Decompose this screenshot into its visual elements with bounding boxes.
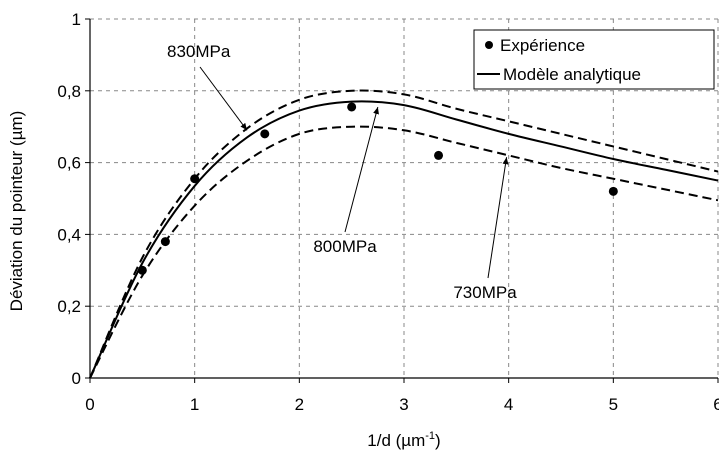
x-axis-label-main: 1/d (µm (367, 431, 425, 450)
x-axis-label-superscript: -1 (425, 430, 435, 442)
annotations: 830MPa 800MPa 730MPa (167, 42, 517, 302)
grid (90, 18, 719, 378)
experience-point-0 (137, 265, 147, 275)
dashed-curve-2 (89, 89, 719, 379)
x-axis-label-close: ) (435, 431, 441, 450)
legend-label-model: Modèle analytique (503, 65, 641, 84)
series-group (89, 89, 719, 379)
experience-point-6 (608, 186, 618, 196)
annotation-label-2: 730MPa (453, 283, 517, 302)
experience-point-1 (160, 237, 170, 247)
legend: Expérience Modèle analytique (473, 29, 715, 90)
axes: 0 0,2 0,4 0,6 0,8 1 0 1 2 3 4 5 6 (57, 10, 719, 414)
annotation-arrow-0 (199, 66, 248, 131)
model-curve-1 (89, 100, 719, 379)
experience-point-4 (347, 102, 357, 112)
dashed-curve-3 (89, 125, 719, 379)
y-tick-label-1: 0,2 (57, 297, 81, 316)
x-tick-label-4: 4 (504, 395, 513, 414)
x-tick-label-6: 6 (713, 395, 719, 414)
y-axis-label: Déviation du pointeur (µm) (7, 111, 26, 312)
x-tick-label-1: 1 (190, 395, 199, 414)
legend-label-experience: Expérience (500, 36, 585, 55)
experience-point-2 (190, 174, 200, 184)
experience-point-5 (434, 150, 444, 160)
x-tick-label-3: 3 (399, 395, 408, 414)
annotation-label-1: 800MPa (313, 237, 377, 256)
y-tick-label-5: 1 (72, 10, 81, 29)
annotation-arrow-1 (344, 106, 379, 233)
y-tick-label-0: 0 (72, 369, 81, 388)
annotation-label-0: 830MPa (167, 42, 231, 61)
annotation-arrow-2 (487, 157, 509, 279)
legend-marker-experience (485, 41, 493, 49)
experience-point-3 (260, 129, 270, 139)
legend-box (473, 29, 715, 90)
x-tick-label-5: 5 (609, 395, 618, 414)
y-tick-label-3: 0,6 (57, 154, 81, 173)
y-tick-label-4: 0,8 (57, 82, 81, 101)
x-axis-label: 1/d (µm-1) (367, 430, 440, 450)
x-tick-label-0: 0 (85, 395, 94, 414)
x-tick-label-2: 2 (295, 395, 304, 414)
y-tick-label-2: 0,4 (57, 225, 81, 244)
